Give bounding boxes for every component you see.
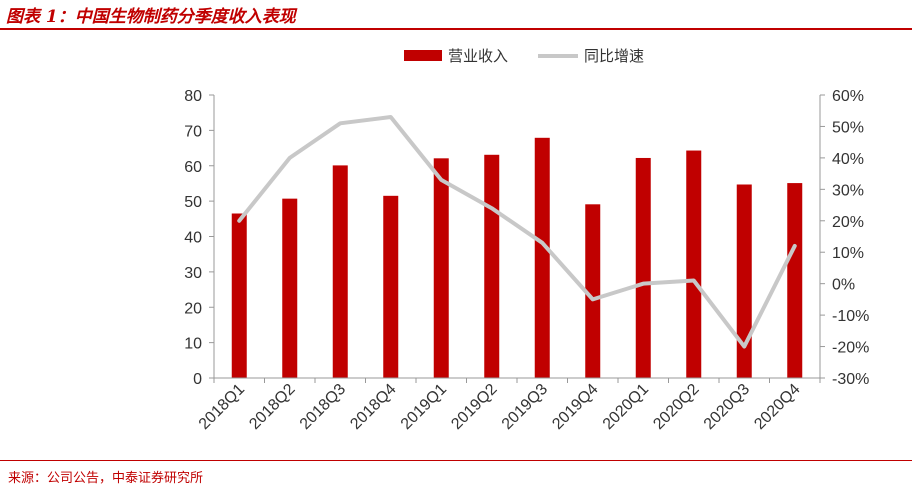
x-axis: 2018Q12018Q22018Q32018Q42019Q12019Q22019… [196, 377, 821, 433]
right-axis-tick-label: -10% [832, 308, 869, 325]
right-axis-tick-label: 30% [832, 182, 864, 199]
title-divider [0, 28, 912, 30]
revenue-bar [585, 204, 601, 378]
x-axis-tick-label: 2019Q4 [549, 381, 601, 433]
x-axis-tick-label: 2019Q2 [448, 381, 500, 433]
x-axis-tick-label: 2018Q3 [297, 381, 349, 433]
left-axis-tick-label: 10 [184, 336, 202, 353]
x-axis-tick-label: 2019Q3 [499, 381, 551, 433]
x-axis-tick-label: 2020Q4 [751, 381, 803, 433]
right-axis-tick-label: 60% [832, 88, 864, 105]
x-axis-tick-label: 2018Q4 [347, 381, 399, 433]
revenue-bar [433, 158, 449, 378]
right-axis-tick-label: -30% [832, 371, 869, 388]
revenue-bar [231, 213, 247, 378]
right-axis-tick-label: 10% [832, 245, 864, 262]
right-axis-tick-label: 20% [832, 214, 864, 231]
legend-label-revenue: 营业收入 [448, 47, 508, 65]
left-axis-tick-label: 50 [184, 194, 202, 211]
left-axis: 0 10 20 30 40 50 60 70 80 [184, 88, 215, 388]
revenue-bar [635, 157, 651, 378]
left-axis-tick-label: 40 [184, 230, 202, 247]
right-axis-tick-label: 0% [832, 277, 855, 294]
chart-title: 图表 1：中国生物制药分季度收入表现 [6, 7, 296, 27]
left-axis-tick-label: 0 [193, 371, 202, 388]
x-axis-tick-label: 2019Q1 [398, 381, 450, 433]
legend-swatch-revenue [404, 50, 442, 61]
growth-line [237, 115, 797, 349]
revenue-bar [282, 198, 298, 378]
bar-series [231, 137, 803, 378]
revenue-bar [484, 154, 500, 378]
x-axis-tick-label: 2020Q1 [600, 381, 652, 433]
left-axis-tick-label: 60 [184, 159, 202, 176]
revenue-bar [686, 150, 702, 378]
legend-label-growth: 同比增速 [584, 47, 644, 65]
left-axis-tick-label: 80 [184, 88, 202, 105]
revenue-bar [383, 195, 399, 378]
growth-line-series [237, 115, 797, 349]
revenue-bar [534, 137, 550, 378]
x-axis-tick-label: 2018Q2 [246, 381, 298, 433]
right-axis-tick-label: 40% [832, 151, 864, 168]
revenue-bar [736, 184, 752, 378]
revenue-bar [332, 165, 348, 378]
left-axis-tick-label: 20 [184, 300, 202, 317]
x-axis-tick-label: 2020Q2 [650, 381, 702, 433]
source-note: 来源：公司公告，中泰证券研究所 [8, 471, 204, 486]
x-axis-tick-label: 2020Q3 [701, 381, 753, 433]
source-divider [0, 460, 912, 461]
left-axis-tick-label: 70 [184, 123, 202, 140]
right-axis-tick-label: 50% [832, 119, 864, 136]
x-axis-tick-label: 2018Q1 [196, 381, 248, 433]
right-axis-tick-label: -20% [832, 340, 869, 357]
left-axis-tick-label: 30 [184, 265, 202, 282]
revenue-bar [787, 183, 803, 378]
right-axis: -30% -20% -10% 0% 10% 20% 30% 40% 50% 60% [819, 88, 869, 388]
legend: 营业收入 同比增速 [404, 47, 644, 65]
